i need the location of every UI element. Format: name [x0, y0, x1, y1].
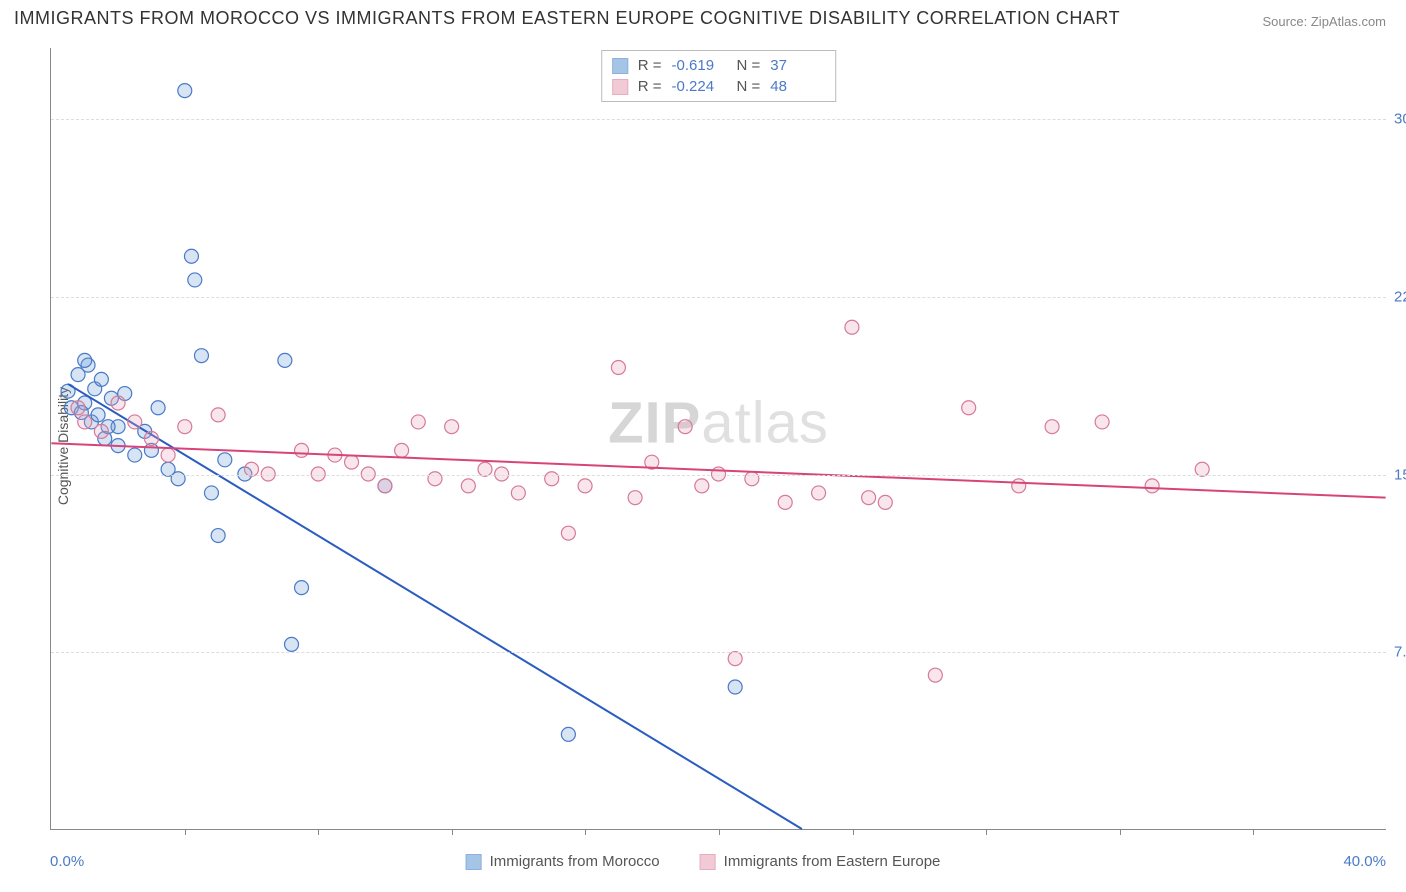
data-point [411, 415, 425, 429]
legend-label: Immigrants from Eastern Europe [724, 853, 941, 870]
trendline [68, 384, 802, 829]
x-tick [986, 829, 987, 835]
data-point [278, 353, 292, 367]
data-point [188, 273, 202, 287]
data-point [1045, 420, 1059, 434]
data-point [678, 420, 692, 434]
data-point [928, 668, 942, 682]
data-point [611, 361, 625, 375]
data-point [878, 495, 892, 509]
data-point [178, 420, 192, 434]
data-point [78, 353, 92, 367]
data-point [204, 486, 218, 500]
x-axis-min-label: 0.0% [50, 853, 84, 870]
chart-title: IMMIGRANTS FROM MOROCCO VS IMMIGRANTS FR… [14, 8, 1120, 29]
data-point [378, 479, 392, 493]
x-tick [1120, 829, 1121, 835]
gridline [51, 652, 1386, 653]
data-point [184, 249, 198, 263]
data-point [218, 453, 232, 467]
legend-item-eastern-europe: Immigrants from Eastern Europe [700, 853, 941, 870]
y-tick-label: 7.5% [1394, 644, 1406, 661]
data-point [1145, 479, 1159, 493]
plot-area: ZIPatlas R = -0.619 N = 37 R = -0.224 N … [50, 48, 1386, 830]
data-point [812, 486, 826, 500]
data-point [211, 408, 225, 422]
data-point [295, 581, 309, 595]
series-legend: Immigrants from Morocco Immigrants from … [466, 853, 941, 870]
data-point [561, 727, 575, 741]
data-point [728, 652, 742, 666]
data-point [144, 432, 158, 446]
gridline [51, 297, 1386, 298]
y-tick-label: 22.5% [1394, 288, 1406, 305]
x-tick [719, 829, 720, 835]
data-point [211, 529, 225, 543]
data-point [194, 349, 208, 363]
data-point [295, 443, 309, 457]
data-point [728, 680, 742, 694]
data-point [111, 396, 125, 410]
data-point [128, 448, 142, 462]
data-point [94, 372, 108, 386]
y-tick-label: 30.0% [1394, 111, 1406, 128]
gridline [51, 119, 1386, 120]
x-tick [585, 829, 586, 835]
data-point [578, 479, 592, 493]
data-point [628, 491, 642, 505]
data-point [285, 637, 299, 651]
data-point [71, 401, 85, 415]
legend-label: Immigrants from Morocco [490, 853, 660, 870]
data-point [128, 415, 142, 429]
data-point [1095, 415, 1109, 429]
scatter-svg [51, 48, 1386, 829]
data-point [962, 401, 976, 415]
data-point [778, 495, 792, 509]
gridline [51, 475, 1386, 476]
x-tick [185, 829, 186, 835]
data-point [695, 479, 709, 493]
data-point [1012, 479, 1026, 493]
y-tick-label: 15.0% [1394, 466, 1406, 483]
data-point [178, 84, 192, 98]
data-point [345, 455, 359, 469]
source-attribution: Source: ZipAtlas.com [1262, 14, 1386, 29]
x-axis-max-label: 40.0% [1343, 853, 1386, 870]
x-tick [853, 829, 854, 835]
x-tick [1253, 829, 1254, 835]
data-point [91, 408, 105, 422]
x-tick [318, 829, 319, 835]
swatch-eastern-europe-icon [700, 854, 716, 870]
data-point [845, 320, 859, 334]
data-point [78, 415, 92, 429]
legend-item-morocco: Immigrants from Morocco [466, 853, 660, 870]
data-point [511, 486, 525, 500]
data-point [561, 526, 575, 540]
data-point [151, 401, 165, 415]
data-point [395, 443, 409, 457]
data-point [94, 424, 108, 438]
data-point [445, 420, 459, 434]
x-tick [452, 829, 453, 835]
data-point [161, 448, 175, 462]
swatch-morocco-icon [466, 854, 482, 870]
data-point [461, 479, 475, 493]
data-point [862, 491, 876, 505]
